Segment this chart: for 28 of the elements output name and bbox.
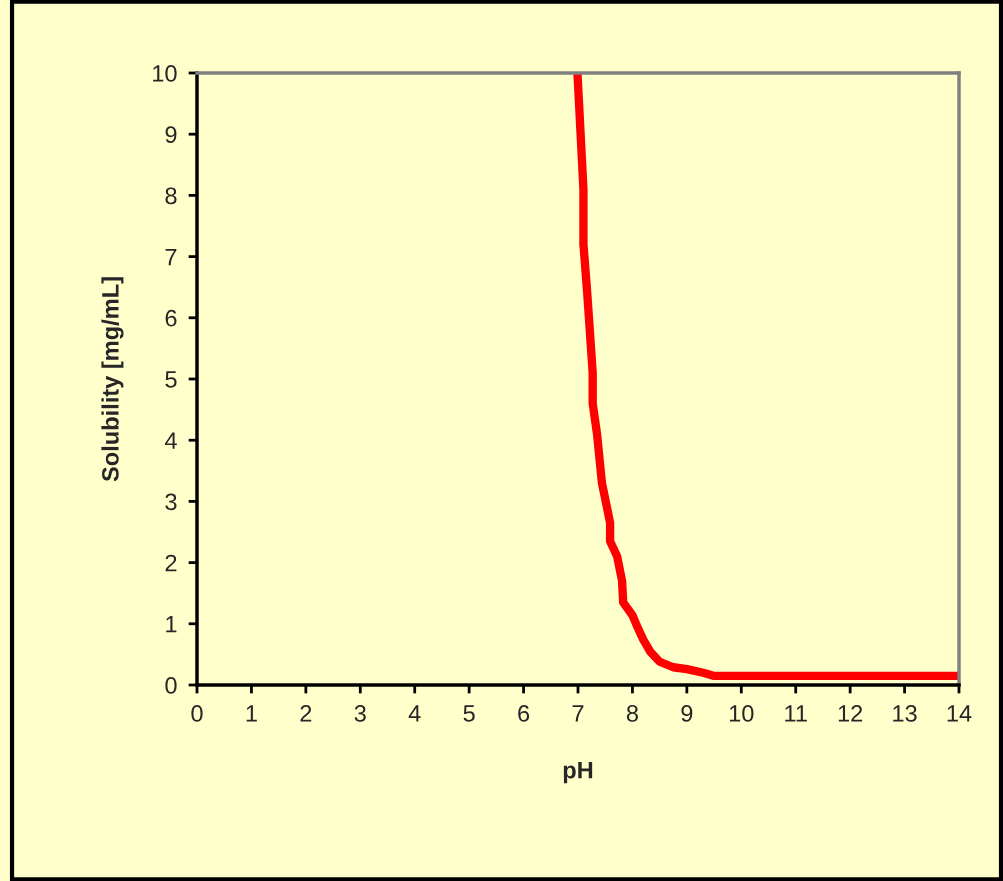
x-tick-label: 10	[729, 705, 754, 722]
y-tick-label: 10	[153, 65, 177, 82]
y-tick-label: 4	[164, 432, 177, 449]
x-tick-label: 1	[246, 705, 257, 722]
x-tick-label: 8	[626, 705, 638, 722]
x-tick-label: 2	[300, 705, 312, 722]
x-tick-label: 13	[893, 705, 917, 722]
x-tick-label: 6	[518, 705, 530, 722]
x-tick-label: 12	[838, 705, 863, 722]
y-tick-label: 1	[166, 616, 177, 633]
y-tick-label: 7	[165, 248, 177, 266]
x-tick-label: 9	[681, 705, 693, 722]
y-tick-label: 3	[165, 493, 177, 511]
x-tick-label: 7	[572, 705, 584, 722]
x-tick-label: 14	[947, 705, 972, 722]
y-tick-label: 0	[165, 677, 177, 694]
y-tick-label: 5	[165, 371, 177, 388]
x-axis-title: pH	[563, 762, 593, 784]
x-tick-label: 0	[191, 705, 203, 722]
y-tick-label: 9	[165, 126, 177, 143]
y-tick-label: 6	[165, 309, 177, 327]
y-tick-label: 2	[165, 554, 177, 572]
x-tick-label: 11	[785, 705, 807, 722]
x-tick-label: 3	[354, 705, 366, 722]
y-axis-title: Solubility [mg/mL]	[101, 277, 124, 482]
x-tick-label: 5	[463, 705, 475, 722]
x-tick-label: 4	[408, 705, 421, 722]
y-tick-label: 8	[165, 187, 177, 205]
